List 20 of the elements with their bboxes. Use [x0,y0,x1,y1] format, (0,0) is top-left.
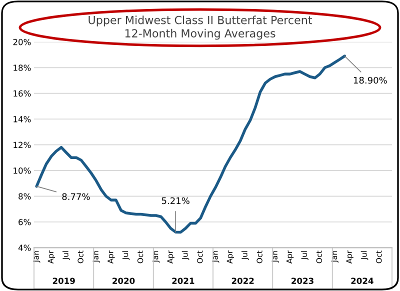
text: 2023 [292,278,314,284]
y-tick-label: 14% [14,116,31,122]
text: 2022 [232,278,254,284]
annotation: 18.90% [354,76,387,84]
y-tick-label: 6% [18,218,31,226]
annotation: 5.21% [162,197,190,204]
annotation: 8.77% [62,193,90,200]
chart-title: Upper Midwest Class II Butterfat Percent 12-Month Moving Averages [88,16,312,40]
text: 2024 [351,278,374,284]
text: 2021 [172,278,194,284]
y-tick-label: 8% [18,193,31,200]
line-series [35,54,346,234]
y-tick-label: 12% [14,142,31,148]
text: 2019 [52,278,75,284]
y-tick-label: 18% [14,64,31,71]
y-tick-label: 10% [14,167,31,174]
text: 2020 [112,278,135,284]
y-tick-label: 16% [14,90,31,97]
y-tick-label: 4% [18,244,31,251]
y-tick-label: 20% [13,38,31,46]
